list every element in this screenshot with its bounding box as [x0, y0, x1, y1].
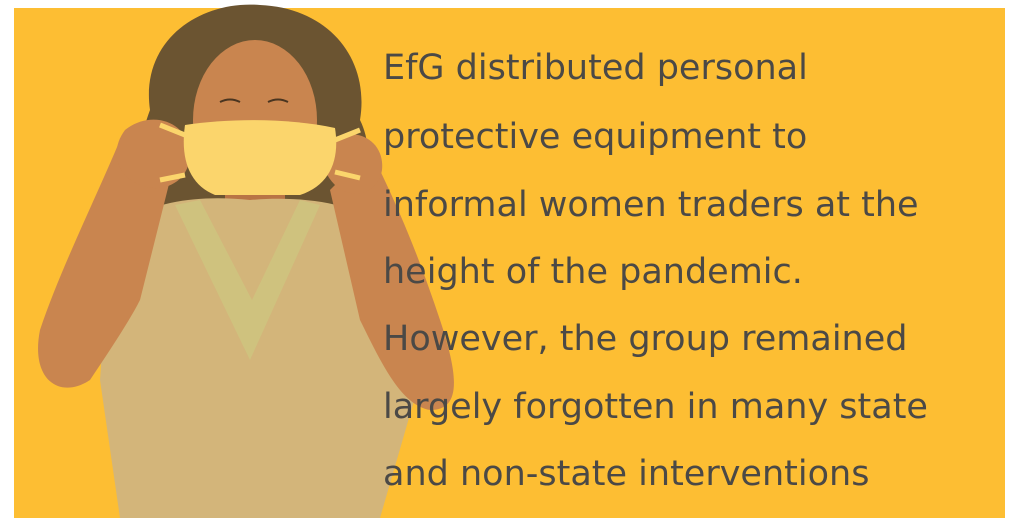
text-line: height of the pandemic.	[383, 252, 803, 292]
infographic: EfG distributed personal protective equi…	[0, 0, 1017, 518]
text-line: However, the group remained	[383, 319, 907, 359]
text-line: largely forgotten in many state	[383, 387, 928, 427]
text-line: protective equipment to	[383, 117, 807, 157]
text-line: informal women traders at the	[383, 185, 919, 225]
text-line: EfG distributed personal	[383, 48, 808, 88]
text-line: and non-state interventions	[383, 454, 869, 494]
